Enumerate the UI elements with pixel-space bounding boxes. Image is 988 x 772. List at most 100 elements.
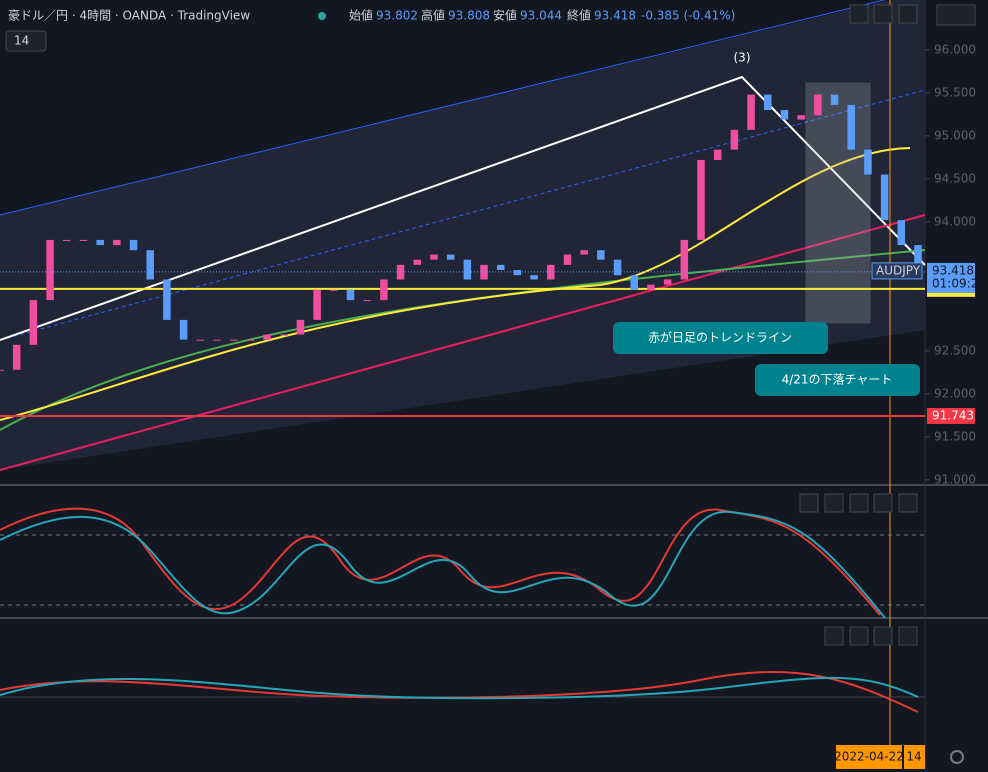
y-tick-label: 96.000	[934, 42, 976, 56]
candle	[380, 279, 388, 301]
candle	[730, 129, 739, 150]
ohlc-value: 93.418	[594, 9, 636, 23]
candle	[413, 259, 422, 265]
candle	[63, 239, 71, 241]
candle	[847, 104, 855, 150]
indicator-setting: 14	[14, 34, 29, 48]
candle	[113, 239, 121, 246]
button[interactable]	[849, 4, 869, 24]
candle	[513, 270, 522, 276]
candle	[630, 275, 639, 290]
candle	[263, 334, 271, 340]
candle	[797, 115, 805, 120]
button[interactable]	[898, 4, 918, 24]
button[interactable]	[898, 626, 918, 646]
candle	[747, 94, 755, 130]
toolbar	[799, 4, 976, 646]
time-label: 14	[906, 750, 921, 764]
candle	[279, 334, 288, 336]
candle	[897, 220, 906, 246]
price-tag-label: 93.418	[932, 263, 974, 277]
y-tick-label: 91.500	[934, 429, 976, 443]
candle	[196, 339, 205, 341]
candle	[496, 264, 505, 271]
settings[interactable]	[950, 750, 964, 764]
candle	[146, 250, 154, 280]
ohlc-label: 始値	[349, 8, 373, 23]
button[interactable]	[936, 4, 976, 26]
button[interactable]	[849, 493, 869, 513]
button[interactable]	[873, 4, 893, 24]
daily-trendline	[0, 214, 926, 471]
ma	[0, 249, 926, 431]
button[interactable]	[873, 626, 893, 646]
channel-line	[0, 0, 887, 216]
candle	[129, 239, 138, 251]
time-label: 2022-04-22	[834, 750, 904, 764]
callout	[613, 322, 828, 354]
wave-label: (3)	[734, 51, 751, 65]
oscillator	[0, 510, 886, 619]
ohlc-label: 高値	[421, 8, 445, 23]
candle	[814, 94, 822, 116]
candle	[780, 110, 789, 120]
callout-text: 4/21の下落チャート	[782, 373, 893, 387]
candle	[330, 289, 338, 291]
candle	[313, 289, 321, 320]
y-tick-label: 92.000	[934, 386, 976, 400]
candle	[396, 264, 405, 280]
button[interactable]	[898, 493, 918, 513]
countdown: 01:09:29	[932, 276, 986, 290]
indicator-toggle[interactable]	[5, 30, 47, 52]
callout-text: 赤が日足のトレンドライン	[648, 330, 792, 345]
candle	[864, 149, 872, 175]
level-label: 91.743	[932, 408, 974, 422]
candle	[697, 159, 705, 240]
oscillator	[0, 507, 881, 616]
candle	[914, 245, 922, 272]
y-tick-label: 92.500	[934, 343, 976, 357]
candle	[96, 239, 104, 246]
candle	[663, 279, 672, 285]
candle	[29, 300, 38, 345]
callout	[755, 364, 920, 396]
ma	[0, 147, 911, 421]
candle	[12, 344, 21, 370]
y-tick-label: 95.000	[934, 128, 976, 142]
ohlc-value: 93.044	[520, 9, 562, 23]
ohlc-change: -0.385 (-0.41%)	[641, 9, 735, 23]
candle	[46, 239, 54, 301]
button[interactable]	[824, 493, 844, 513]
price-tag	[927, 262, 975, 293]
candle	[446, 254, 455, 260]
level-tag	[927, 407, 975, 424]
candle	[647, 284, 655, 290]
candle	[213, 339, 221, 341]
candle	[163, 279, 171, 320]
candle	[547, 264, 555, 280]
candle	[246, 339, 255, 341]
wave-line	[0, 75, 926, 341]
y-tick-label: 91.000	[934, 472, 976, 486]
candle	[229, 339, 238, 341]
symbol-title: 豪ドル／円 · 4時間 · OANDA · TradingView	[8, 8, 250, 23]
ohlc-label: 安値	[493, 8, 517, 23]
candle	[713, 149, 722, 160]
candle	[580, 250, 588, 255]
ohlc-value: 93.808	[448, 9, 490, 23]
symbol-tag-label: AUDJPY	[876, 263, 921, 277]
status-dot	[318, 12, 326, 20]
highlight-box	[805, 82, 871, 324]
candle	[296, 319, 305, 335]
candle	[463, 259, 472, 280]
button[interactable]	[799, 493, 819, 513]
candle	[530, 275, 538, 280]
button[interactable]	[849, 626, 869, 646]
candle	[480, 264, 488, 280]
signal	[0, 676, 919, 700]
symbol-tag	[871, 262, 923, 280]
button[interactable]	[873, 493, 893, 513]
button[interactable]	[824, 626, 844, 646]
y-tick-label: 94.500	[934, 171, 976, 185]
